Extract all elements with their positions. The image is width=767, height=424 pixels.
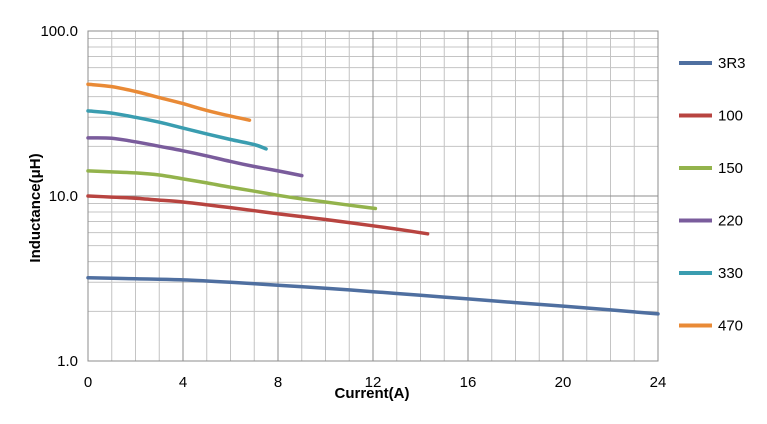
x-tick-label: 20 <box>555 374 572 391</box>
x-tick-label: 4 <box>179 374 187 391</box>
series-line-470 <box>86 82 252 122</box>
x-tick-label: 0 <box>84 374 92 391</box>
x-tick-label: 16 <box>460 374 477 391</box>
x-tick-label: 8 <box>274 374 282 391</box>
legend-label: 470 <box>718 318 743 335</box>
series-line-3R3 <box>86 275 660 316</box>
x-axis-tick-labels: 0 4 8 12 16 20 24 <box>84 374 667 391</box>
series-line-220 <box>86 136 304 178</box>
legend-item-100: 100 <box>679 108 743 125</box>
legend-label: 3R3 <box>718 55 746 72</box>
x-tick-label: 12 <box>365 374 382 391</box>
gridlines <box>87 30 659 362</box>
series-lines <box>86 82 660 316</box>
legend-item-220: 220 <box>679 213 743 230</box>
y-axis-title: Inductance(μH) <box>27 153 44 262</box>
legend-label: 220 <box>718 213 743 230</box>
series-line-330 <box>86 109 268 151</box>
legend-label: 150 <box>718 160 743 177</box>
y-tick-label: 1.0 <box>57 353 78 370</box>
x-axis-title: Current(A) <box>335 385 410 402</box>
legend-item-150: 150 <box>679 160 743 177</box>
legend-item-330: 330 <box>679 265 743 282</box>
legend: 3R3 100 150 220 330 470 <box>679 55 746 335</box>
legend-label: 330 <box>718 265 743 282</box>
y-tick-label: 10.0 <box>49 188 78 205</box>
series-line-150 <box>86 169 378 211</box>
series-line-100 <box>86 194 430 236</box>
y-axis-tick-labels: 1.0 10.0 100.0 <box>40 23 78 370</box>
legend-item-470: 470 <box>679 318 743 335</box>
y-tick-label: 100.0 <box>40 23 78 40</box>
x-tick-label: 24 <box>650 374 667 391</box>
legend-item-3R3: 3R3 <box>679 55 746 72</box>
legend-label: 100 <box>718 108 743 125</box>
